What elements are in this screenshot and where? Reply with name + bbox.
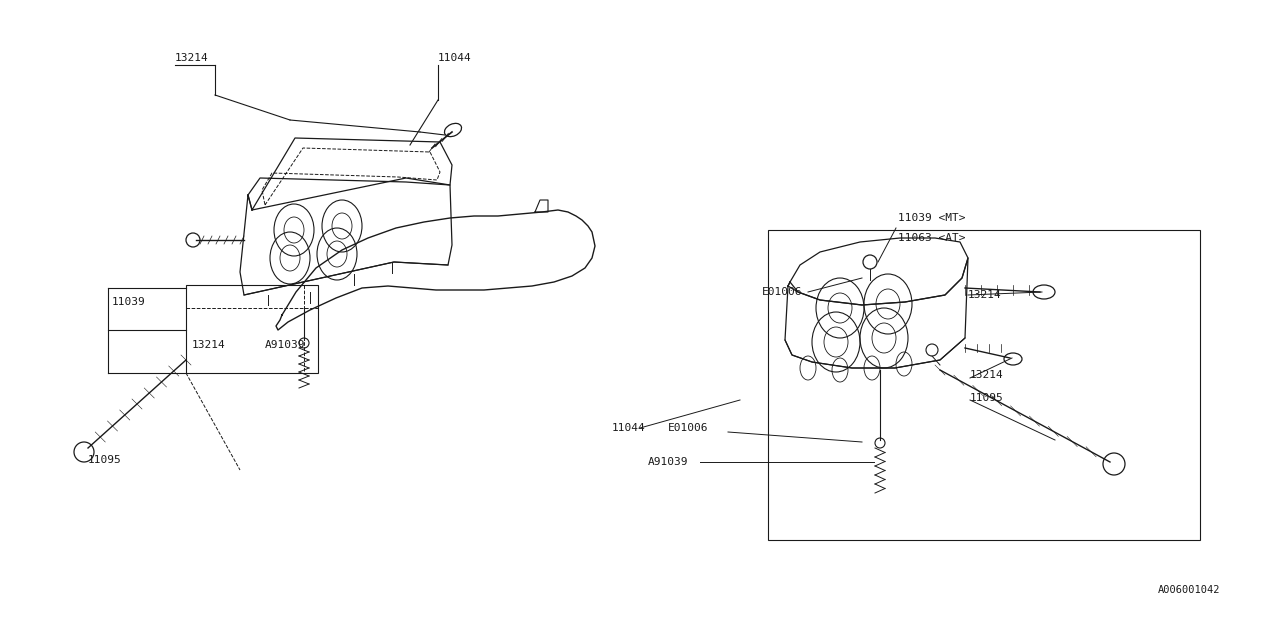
Text: 13214: 13214 <box>970 370 1004 380</box>
Text: A91039: A91039 <box>648 457 689 467</box>
Text: A006001042: A006001042 <box>1157 585 1220 595</box>
Text: 13214: 13214 <box>175 53 209 63</box>
Text: 13214: 13214 <box>192 340 225 350</box>
Text: 11063 <AT>: 11063 <AT> <box>899 233 965 243</box>
Text: 11044: 11044 <box>612 423 645 433</box>
Text: E01006: E01006 <box>668 423 709 433</box>
Text: 11095: 11095 <box>88 455 122 465</box>
Text: 11044: 11044 <box>438 53 472 63</box>
Text: A91039: A91039 <box>265 340 306 350</box>
Bar <box>186 285 317 373</box>
Text: E01006: E01006 <box>762 287 803 297</box>
Text: 11095: 11095 <box>970 393 1004 403</box>
Bar <box>768 230 1201 540</box>
Text: 11039 <MT>: 11039 <MT> <box>899 213 965 223</box>
Text: 11039: 11039 <box>113 297 146 307</box>
Text: 13214: 13214 <box>968 290 1002 300</box>
